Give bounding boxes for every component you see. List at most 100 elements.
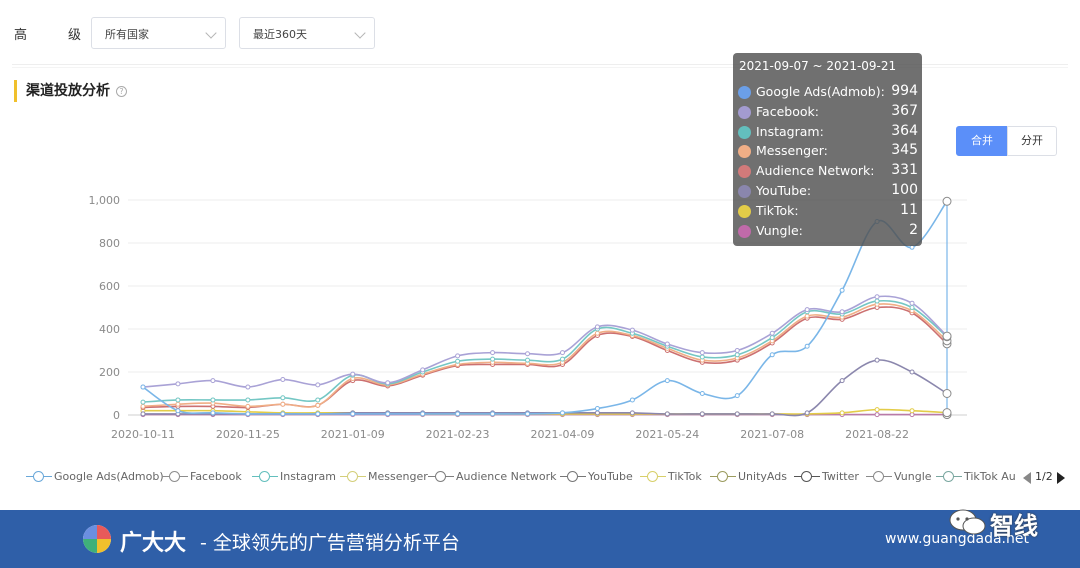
tooltip-series-name: Vungle: [756,222,803,238]
data-point [594,410,600,416]
data-point [804,313,810,319]
data-point [664,341,670,347]
period-select[interactable]: 最近360天 [239,17,375,49]
data-point [699,391,705,396]
series-line [142,303,948,408]
period-select-value: 最近360天 [253,28,307,41]
tooltip-series-name: Audience Network: [756,163,875,179]
x-tick-label: 2021-08-22 [845,428,909,441]
data-point [140,384,146,390]
data-point [140,399,146,405]
data-point [629,410,635,416]
series-color-dot [738,204,751,218]
help-icon[interactable]: ? [116,86,127,97]
legend-label: Instagram [280,470,336,483]
legend-marker-icon [717,471,728,482]
chart-legend: Google Ads(Admob) Facebook Instagram Messen… [0,466,1080,488]
legend-label: TikTok Au [964,470,1016,483]
legend-next-icon[interactable] [1057,472,1065,484]
data-point [385,380,391,386]
tooltip-series-value: 345 [891,142,918,159]
series-color-dot [738,105,751,119]
data-point [874,357,880,363]
data-point [734,352,740,358]
data-point [525,351,531,357]
legend-marker-icon [567,471,578,482]
x-tick-label: 2021-01-09 [321,428,385,441]
data-point [699,411,705,417]
tooltip-series-value: 364 [891,122,918,139]
data-point [629,397,635,403]
legend-label: TikTok [668,470,702,483]
tooltip-row: Messenger: 345 [738,142,918,160]
legend-label: Google Ads(Admob) [54,470,164,483]
data-point [175,408,181,414]
legend-label: Messenger [368,470,428,483]
legend-label: Audience Network [456,470,557,483]
legend-page: 1/2 [1035,470,1053,483]
merge-toggle-button[interactable]: 合并 [956,126,1008,156]
data-point [490,411,496,417]
data-point [385,411,391,417]
data-point [559,410,565,416]
y-tick-label: 1,000 [89,194,121,207]
filter-label: 高 级: [14,28,114,43]
data-point [490,350,496,356]
country-select[interactable]: 所有国家 [91,17,226,49]
data-point [699,354,705,360]
legend-marker-icon [347,471,358,482]
data-point [804,307,810,313]
tooltip-series-value: 100 [891,182,918,198]
data-point [909,305,915,310]
data-point [942,331,952,341]
tooltip-row: Instagram: 364 [738,123,918,141]
x-tick-label: 2021-02-23 [426,428,490,441]
tooltip-series-value: 331 [891,162,918,179]
data-point [664,378,670,384]
tooltip-series-value: 2 [909,221,918,238]
data-point [140,403,146,409]
data-point [455,353,461,359]
data-point [245,403,251,409]
data-point [874,412,880,418]
data-point [140,411,146,417]
data-point [559,350,565,356]
data-point [245,411,251,417]
tooltip-row: Google Ads(Admob): 994 [738,83,918,101]
data-point [525,357,531,363]
split-toggle-button[interactable]: 分开 [1007,126,1057,156]
wechat-icon [949,509,986,535]
data-point [594,330,600,336]
data-point [490,356,496,362]
data-point [315,411,321,417]
legend-label: YouTube [588,470,633,483]
data-point [942,196,952,206]
data-point [839,410,845,416]
data-point [175,397,181,403]
tooltip-series-name: Instagram: [756,123,824,139]
data-point [594,324,600,330]
data-point [245,384,251,390]
data-point [210,397,216,403]
x-tick-label: 2021-04-09 [531,428,595,441]
tooltip-row: Facebook: 367 [738,103,918,121]
y-tick-label: 400 [99,323,120,336]
legend-marker-icon [801,471,812,482]
x-tick-label: 2021-05-24 [635,428,699,441]
data-point [280,401,286,407]
data-point [769,411,775,417]
divider [12,64,1068,68]
data-point [455,358,461,364]
site-url[interactable]: www.guangdada.net [885,531,1029,547]
legend-prev-icon[interactable] [1023,472,1031,484]
data-point [210,410,216,416]
tooltip-title: 2021-09-07 ~ 2021-09-21 [739,59,897,73]
series-line [142,299,948,403]
x-tick-label: 2020-10-11 [111,428,175,441]
tooltip-row: TikTok: 11 [738,202,918,220]
data-point [769,352,775,358]
data-point [315,397,321,403]
data-point [315,402,321,408]
tooltip-series-name: Google Ads(Admob): [756,84,885,99]
series-color-dot [738,86,751,99]
